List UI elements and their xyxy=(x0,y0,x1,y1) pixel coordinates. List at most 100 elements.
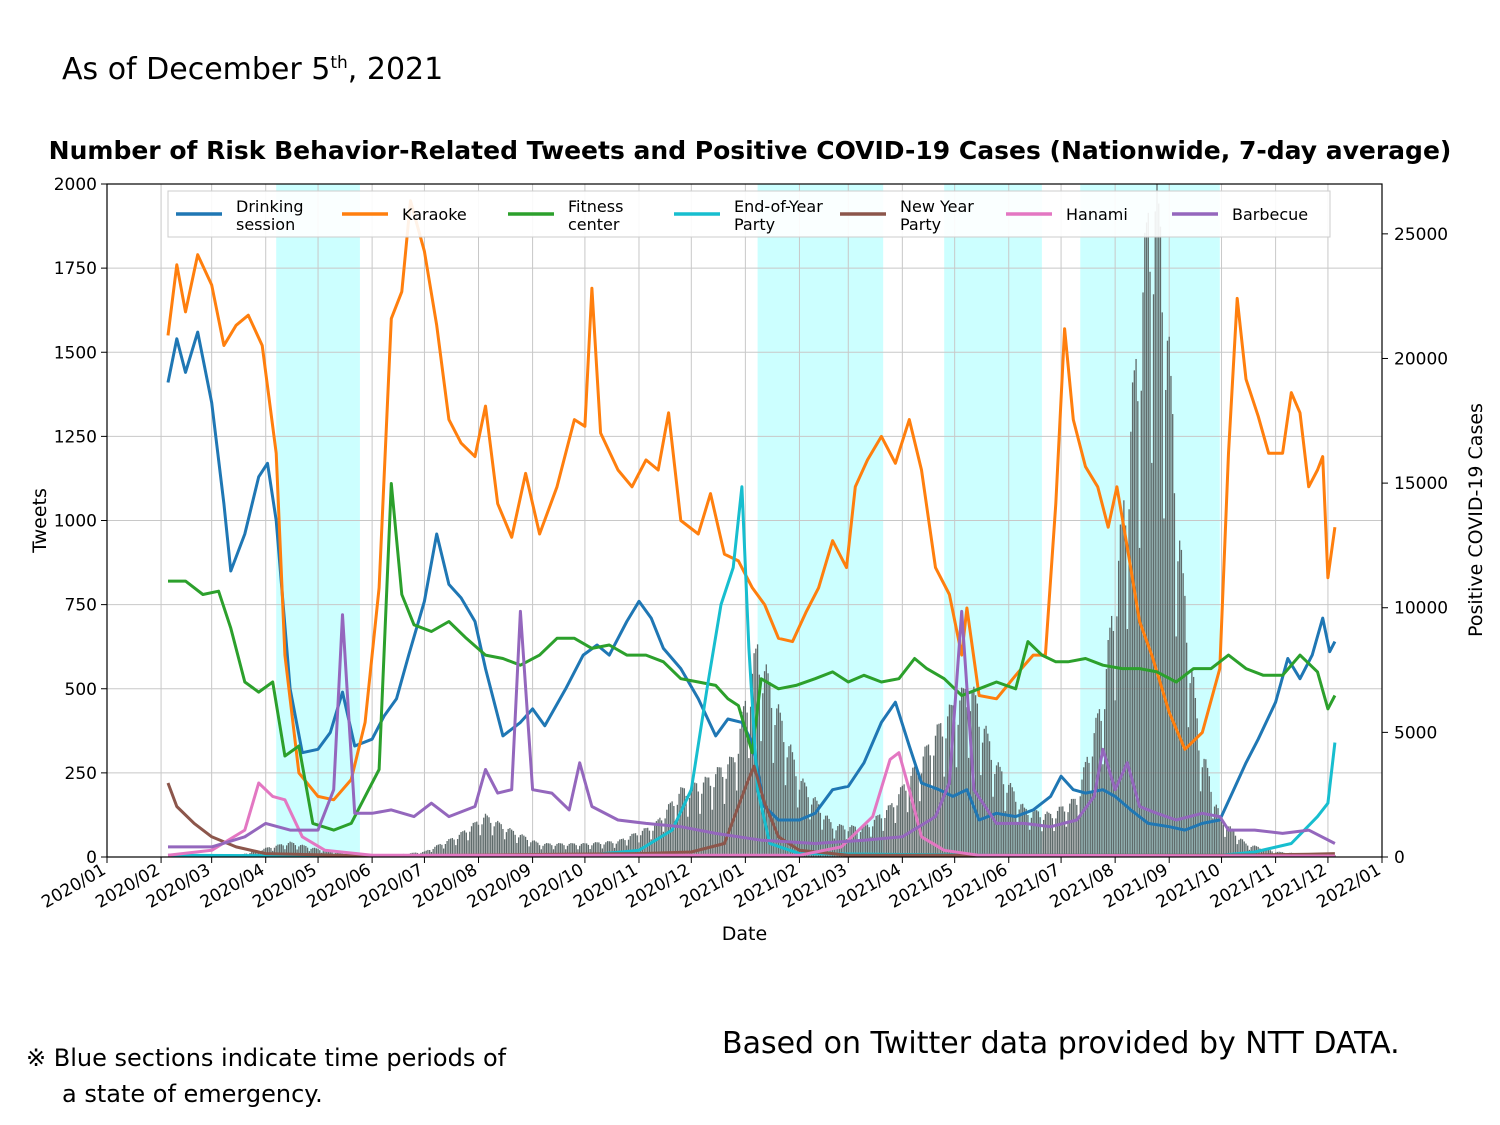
y2-axis-label: Positive COVID-19 Cases xyxy=(1465,403,1487,637)
covid-bar-330 xyxy=(742,706,745,857)
legend-label-3-b: Party xyxy=(734,215,775,234)
covid-bar-66 xyxy=(282,845,284,857)
covid-bar-70 xyxy=(289,841,291,857)
covid-bar-185 xyxy=(490,822,492,857)
y-tick-label-5: 1250 xyxy=(54,427,97,447)
covid-bar-378 xyxy=(826,815,829,857)
covid-bar-581 xyxy=(1180,549,1183,857)
covid-bar-310 xyxy=(708,777,710,857)
covid-bar-557 xyxy=(1138,547,1141,857)
covid-bar-238 xyxy=(582,843,584,857)
covid-bar-556 xyxy=(1137,401,1139,857)
covid-bar-166 xyxy=(456,839,459,857)
covid-bar-78 xyxy=(303,845,305,857)
covid-bar-516 xyxy=(1067,812,1069,857)
covid-bar-76 xyxy=(299,845,302,857)
covid-bar-206 xyxy=(526,839,529,857)
covid-bar-536 xyxy=(1102,764,1104,857)
covid-bar-490 xyxy=(1022,803,1024,857)
covid-bar-302 xyxy=(694,782,696,857)
covid-bar-450 xyxy=(952,705,954,857)
y-tick-label-7: 1750 xyxy=(54,259,97,279)
covid-bar-311 xyxy=(709,785,712,857)
covid-bar-284 xyxy=(662,831,665,857)
covid-bar-169 xyxy=(462,831,464,857)
covid-bar-456 xyxy=(962,688,965,857)
covid-bar-245 xyxy=(594,842,597,857)
covid-bar-580 xyxy=(1179,540,1181,857)
covid-bar-496 xyxy=(1032,811,1034,857)
covid-bar-553 xyxy=(1131,382,1134,857)
covid-bar-479 xyxy=(1002,784,1005,857)
covid-bar-82 xyxy=(310,848,312,857)
covid-bar-323 xyxy=(730,757,733,857)
covid-bar-504 xyxy=(1046,811,1048,857)
covid-bar-470 xyxy=(987,733,989,857)
covid-bar-357 xyxy=(790,744,792,857)
covid-bar-380 xyxy=(830,822,832,857)
covid-bar-492 xyxy=(1025,808,1027,857)
covid-bar-314 xyxy=(715,774,717,857)
covid-bar-198 xyxy=(512,830,515,857)
covid-bar-259 xyxy=(619,839,621,857)
covid-bar-231 xyxy=(570,843,572,857)
covid-bar-338 xyxy=(756,644,759,857)
covid-bar-343 xyxy=(765,664,767,857)
covid-bar-191 xyxy=(500,824,502,857)
covid-bar-578 xyxy=(1175,636,1177,857)
covid-bar-521 xyxy=(1076,804,1078,857)
covid-bar-334 xyxy=(749,706,752,857)
covid-bar-301 xyxy=(692,781,694,857)
covid-bar-154 xyxy=(435,845,438,857)
covid-bar-234 xyxy=(575,845,577,857)
covid-bar-51 xyxy=(256,850,258,857)
covid-bar-176 xyxy=(474,822,476,857)
covid-bar-489 xyxy=(1020,804,1022,857)
covid-bar-369 xyxy=(810,804,813,857)
covid-bar-215 xyxy=(542,845,544,857)
covid-bar-205 xyxy=(524,836,527,857)
covid-bar-240 xyxy=(585,843,588,857)
covid-bar-254 xyxy=(610,841,612,857)
covid-bar-460 xyxy=(969,711,972,857)
covid-bar-178 xyxy=(477,824,480,857)
covid-bar-71 xyxy=(291,842,293,857)
covid-bar-326 xyxy=(735,790,738,857)
covid-bar-463 xyxy=(974,695,977,857)
covid-bar-180 xyxy=(481,824,483,857)
covid-bar-360 xyxy=(795,776,797,857)
covid-bar-599 xyxy=(1212,818,1214,857)
covid-bar-511 xyxy=(1058,806,1060,857)
covid-bar-570 xyxy=(1161,312,1163,857)
covid-bar-233 xyxy=(573,843,576,857)
covid-bar-422 xyxy=(903,784,905,857)
covid-bar-587 xyxy=(1191,671,1193,857)
y2-tick-label-0: 0 xyxy=(1394,848,1405,868)
y2-tick-label-3: 15000 xyxy=(1394,474,1448,494)
covid-bar-446 xyxy=(945,738,947,857)
covid-bar-333 xyxy=(748,758,750,857)
covid-bar-544 xyxy=(1116,616,1118,857)
covid-bar-163 xyxy=(451,838,454,857)
covid-bar-172 xyxy=(467,840,469,857)
covid-bar-410 xyxy=(882,830,884,857)
covid-bar-434 xyxy=(924,746,926,857)
covid-bar-49 xyxy=(252,851,255,857)
covid-bar-345 xyxy=(769,682,771,857)
covid-bar-482 xyxy=(1008,784,1010,857)
covid-bar-499 xyxy=(1037,811,1040,857)
covid-bar-617 xyxy=(1243,841,1245,857)
covid-bar-383 xyxy=(835,830,837,857)
date-suffix: , 2021 xyxy=(347,52,444,87)
covid-bar-594 xyxy=(1203,758,1205,857)
covid-bar-545 xyxy=(1117,560,1120,857)
covid-bar-204 xyxy=(523,835,525,857)
covid-bar-590 xyxy=(1196,718,1198,857)
covid-bar-455 xyxy=(960,687,963,857)
covid-bar-73 xyxy=(294,845,297,857)
covid-bar-559 xyxy=(1142,292,1144,858)
covid-bar-518 xyxy=(1070,798,1073,857)
covid-bar-222 xyxy=(554,845,556,857)
covid-bar-427 xyxy=(912,767,914,857)
covid-bar-487 xyxy=(1016,822,1019,857)
